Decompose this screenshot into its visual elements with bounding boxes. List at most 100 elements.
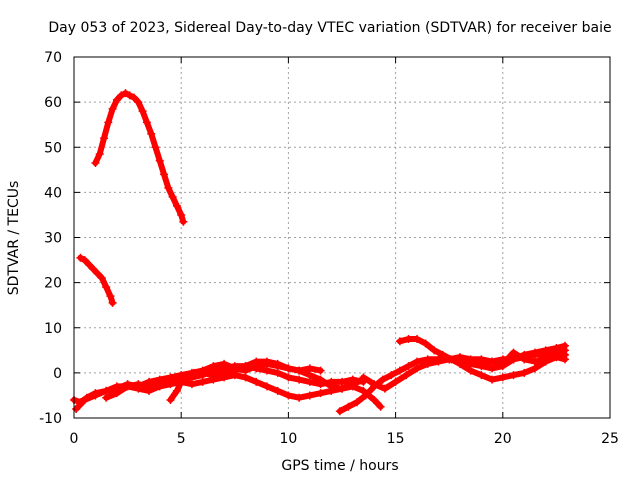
data-point [305, 364, 314, 373]
data-point [164, 183, 173, 192]
data-point [123, 382, 132, 391]
data-point [509, 348, 518, 357]
data-point [172, 201, 181, 210]
data-point [413, 357, 422, 366]
data-point [138, 107, 147, 116]
data-point [155, 156, 164, 165]
data-point [477, 359, 486, 368]
y-tick-label: 60 [44, 95, 62, 111]
data-point [338, 377, 346, 386]
data-point [284, 364, 293, 373]
y-tick-label: 20 [44, 276, 62, 292]
data-point [305, 391, 314, 400]
data-point [284, 391, 293, 400]
data-point [447, 355, 456, 364]
data-point [552, 353, 561, 362]
data-point [477, 371, 486, 380]
data-point [552, 344, 561, 353]
data-point [348, 380, 357, 389]
data-point [488, 375, 497, 384]
data-point [520, 368, 529, 377]
data-point [423, 359, 432, 368]
data-point [108, 298, 117, 307]
data-point [125, 91, 134, 100]
data-point [168, 192, 177, 201]
series-arc-high [92, 90, 187, 225]
data-point [262, 366, 271, 375]
data-point [134, 384, 143, 393]
data-point [95, 150, 104, 159]
data-point [102, 386, 111, 395]
data-point [335, 407, 344, 416]
data-point [316, 366, 325, 375]
data-point [262, 382, 271, 391]
data-point [378, 375, 387, 384]
y-tick-label: 30 [44, 231, 62, 247]
data-point [241, 373, 250, 382]
y-tick-label: 40 [44, 185, 62, 201]
data-point [404, 335, 413, 344]
data-point [198, 368, 207, 377]
data-point [380, 384, 389, 393]
data-point [402, 371, 411, 380]
x-tick-label: 25 [601, 431, 619, 447]
data-point [530, 357, 539, 366]
series-low-d-markers [166, 357, 368, 404]
data-point [220, 359, 229, 368]
data-point [509, 371, 518, 380]
data-point [108, 104, 117, 113]
data-point [145, 377, 154, 386]
y-tick-label: 10 [44, 321, 62, 337]
data-point [134, 98, 143, 107]
data-point [430, 346, 439, 355]
data-point [166, 373, 175, 382]
data-point [284, 373, 293, 382]
data-point [102, 393, 111, 402]
data-point [434, 357, 443, 366]
data-point [106, 292, 115, 301]
y-tick-label: -10 [39, 411, 62, 427]
data-point [370, 395, 379, 404]
data-point [112, 389, 121, 398]
data-point [438, 350, 447, 359]
data-point [370, 380, 379, 389]
data-point [498, 359, 507, 368]
y-tick-label: 0 [53, 366, 62, 382]
x-axis-label: GPS time / hours [281, 458, 398, 474]
y-tick-label: 50 [44, 140, 62, 156]
data-point [104, 118, 113, 127]
data-point [72, 404, 81, 413]
x-tick-label: 0 [70, 431, 79, 447]
x-tick-label: 15 [387, 431, 405, 447]
data-point [361, 391, 370, 400]
series-arc-mid-markers [76, 253, 117, 307]
data-point [305, 377, 314, 386]
data-point [187, 380, 196, 389]
data-point [466, 357, 475, 366]
x-tick-label: 20 [494, 431, 512, 447]
data-point [177, 210, 186, 219]
data-point [391, 377, 400, 386]
data-point [80, 395, 89, 404]
data-point [166, 395, 175, 404]
data-series [70, 89, 569, 416]
data-point [359, 373, 368, 382]
data-point [91, 391, 100, 400]
data-point [560, 341, 569, 350]
chart-title: Day 053 of 2023, Sidereal Day-to-day VTE… [48, 20, 611, 36]
data-point [413, 364, 422, 373]
data-point [413, 335, 422, 344]
data-point [295, 393, 304, 402]
data-point [147, 129, 156, 138]
data-point [421, 339, 430, 348]
data-point [520, 355, 529, 364]
series-low-g [396, 336, 568, 383]
data-point [172, 386, 181, 395]
series-arc-high-markers [91, 89, 188, 226]
data-point [327, 382, 336, 391]
data-point [262, 357, 271, 366]
data-point [404, 362, 413, 371]
data-point [252, 357, 261, 366]
data-point [273, 368, 282, 377]
